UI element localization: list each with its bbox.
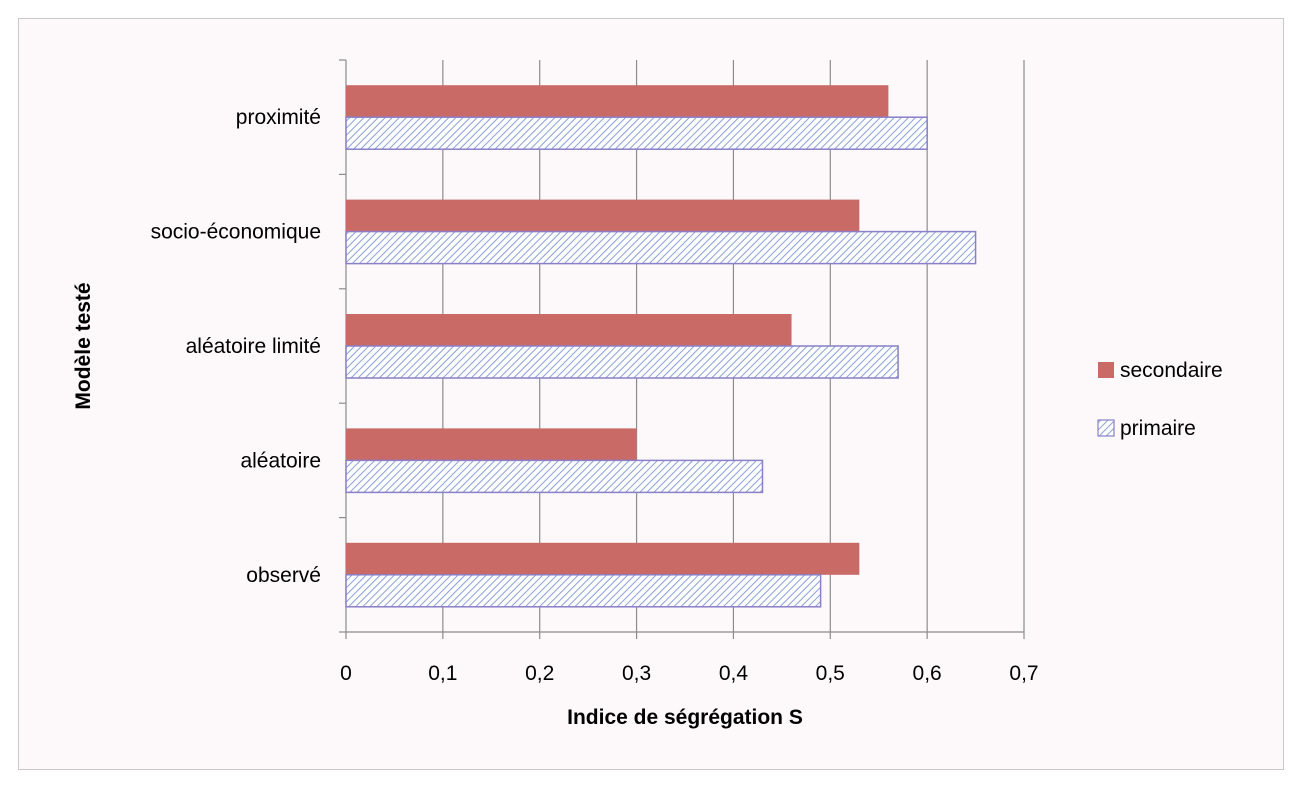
y-axis-title: Modèle testé [72, 282, 95, 409]
x-tick-label: 0,5 [816, 662, 845, 685]
legend-swatch-primaire [1097, 419, 1115, 437]
x-tick-label: 0,4 [719, 662, 749, 685]
x-axis-title: Indice de ségrégation S [567, 706, 803, 729]
bar-primaire [345, 230, 977, 265]
x-tick-label: 0,3 [622, 662, 651, 685]
legend-label-secondaire: secondaire [1120, 359, 1223, 382]
bar-primaire [345, 459, 764, 494]
bar-secondaire [346, 542, 860, 575]
bar-primaire [345, 116, 928, 150]
bar-secondaire [346, 314, 792, 346]
y-category-label: observé [246, 564, 321, 587]
x-tick-label: 0,7 [1009, 662, 1038, 685]
axis-labels: 0 0,1 0,2 0,3 0,4 0,5 0,6 0,7 proximité socio-éco… [72, 106, 1039, 729]
y-category-label: socio-économique [151, 221, 321, 244]
bar-primaire [345, 345, 899, 379]
legend: secondaire primaire [1097, 359, 1223, 440]
bars [345, 85, 977, 608]
x-tick-label: 0,1 [428, 662, 457, 685]
bar-secondaire [346, 85, 889, 118]
legend-swatch-secondaire [1098, 362, 1114, 378]
bar-primaire [345, 574, 822, 608]
y-category-label: aléatoire limité [186, 335, 321, 358]
x-tick-label: 0 [340, 662, 352, 685]
bar-secondaire [346, 428, 637, 461]
y-category-label: aléatoire [240, 449, 321, 472]
x-tick-label: 0,2 [525, 662, 554, 685]
bar-secondaire [346, 199, 860, 232]
y-category-label: proximité [236, 106, 321, 129]
legend-label-primaire: primaire [1120, 417, 1196, 440]
x-tick-label: 0,6 [913, 662, 942, 685]
